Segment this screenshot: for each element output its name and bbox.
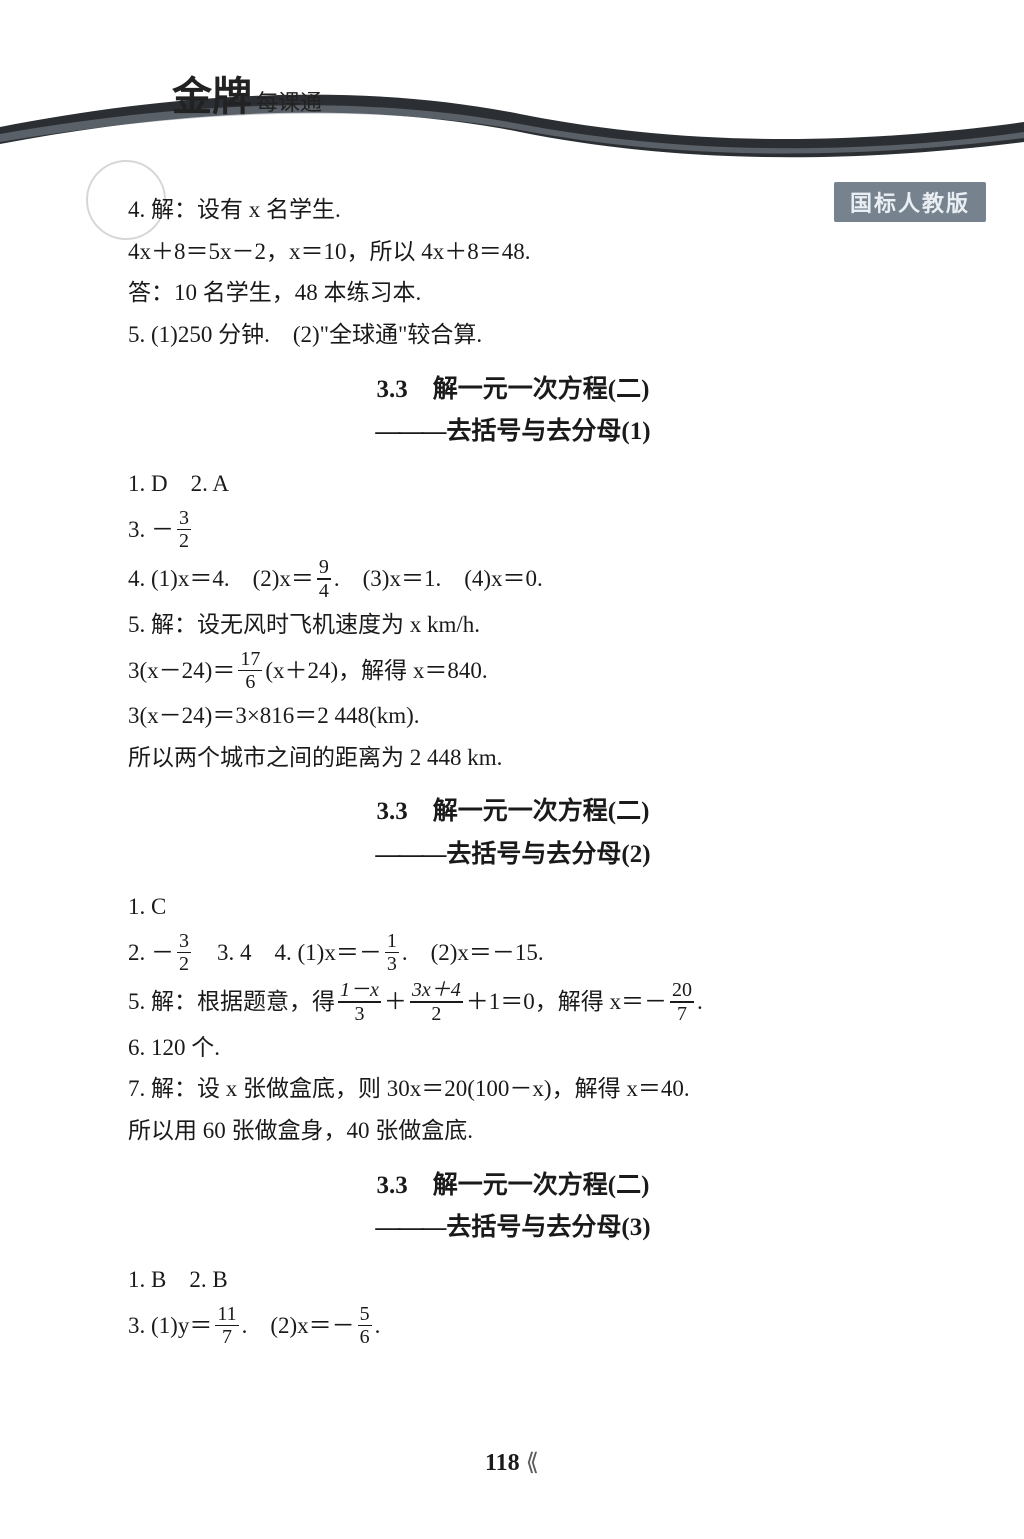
brand-main: 金牌 [172,74,252,119]
subtitle-text: 去括号与去分母(3) [446,1214,650,1241]
denominator: 4 [317,581,331,601]
dash: ——— [375,1214,444,1241]
numerator: 20 [670,980,694,1000]
denominator: 7 [675,1004,689,1024]
line: 所以两个城市之间的距离为 2 448 km. [128,740,898,776]
chevron-icon: ⟪ [526,1450,539,1476]
denominator: 2 [429,1004,443,1024]
denominator: 7 [220,1327,234,1347]
text: . [697,984,703,1020]
text: . (3)x＝1. (4)x＝0. [334,561,543,597]
brand-title: 金牌每课通 [172,64,322,122]
fraction: 3x＋4 2 [410,980,463,1024]
fraction: 32 [177,931,191,975]
page-footer: 118⟪ [0,1448,1024,1477]
text: 3. － [128,512,174,548]
text: 3. (1)y＝ [128,1308,212,1344]
line: 1. D 2. A [128,466,898,502]
section-subtitle: ———去括号与去分母(2) [128,836,898,875]
dash: ——— [375,841,444,868]
text: 1. D 2. A [128,466,229,502]
text: 答：10 名学生，48 本练习本. [128,275,421,311]
text: 7. 解：设 x 张做盒底，则 30x＝20(100－x)，解得 x＝40. [128,1071,690,1107]
fraction: 207 [670,980,694,1024]
text: 3(x－24)＝ [128,653,235,689]
page-number: 118 [485,1450,520,1476]
denominator: 6 [358,1327,372,1347]
subtitle-text: 去括号与去分母(1) [446,418,650,445]
line: 2. － 32 3. 4 4. (1)x＝－ 13 . (2)x＝－15. [128,931,898,975]
text: ＋ [384,984,407,1020]
section-subtitle: ———去括号与去分母(1) [128,413,898,452]
fraction: 176 [238,649,262,693]
text: 1. B 2. B [128,1262,228,1298]
content: 4. 解：设有 x 名学生. 4x＋8＝5x－2，x＝10，所以 4x＋8＝48… [128,186,898,1353]
line: 1. B 2. B [128,1262,898,1298]
text: 4. (1)x＝4. (2)x＝ [128,561,314,597]
denominator: 2 [177,531,191,551]
dash: ——— [375,418,444,445]
line: 4. (1)x＝4. (2)x＝ 94 . (3)x＝1. (4)x＝0. [128,557,898,601]
denominator: 3 [385,954,399,974]
text: 3(x－24)＝3×816＝2 448(km). [128,698,420,734]
line: 3. － 32 [128,508,898,552]
text: . (2)x＝－ [242,1308,355,1344]
line: 5. 解：根据题意，得 1－x3 ＋ 3x＋42 ＋1＝0，解得 x＝－ 207… [128,980,898,1024]
fraction: 56 [358,1304,372,1348]
line: 5. (1)250 分钟. (2)"全球通"较合算. [128,317,898,353]
line: 3. (1)y＝ 117 . (2)x＝－ 56 . [128,1304,898,1348]
text: 所以用 60 张做盒身，40 张做盒底. [128,1113,473,1149]
text: 5. 解：根据题意，得 [128,984,335,1020]
text: 1. C [128,889,166,925]
numerator: 1－x [338,980,381,1000]
text: . [375,1308,381,1344]
line: 4. 解：设有 x 名学生. [128,192,898,228]
line: 6. 120 个. [128,1030,898,1066]
text: 所以两个城市之间的距离为 2 448 km. [128,740,502,776]
denominator: 6 [243,672,257,692]
text: 5. 解：设无风时飞机速度为 x km/h. [128,607,480,643]
line: 7. 解：设 x 张做盒底，则 30x＝20(100－x)，解得 x＝40. [128,1071,898,1107]
numerator: 3x＋4 [410,980,463,1000]
fraction: 13 [385,931,399,975]
numerator: 11 [215,1304,238,1324]
subtitle-text: 去括号与去分母(2) [446,841,650,868]
section-title: 3.3 解一元一次方程(二) [128,371,898,410]
page-header: 金牌每课通 国标人教版 [0,72,1024,162]
numerator: 1 [385,931,399,951]
line: 4x＋8＝5x－2，x＝10，所以 4x＋8＝48. [128,234,898,270]
denominator: 3 [352,1004,366,1024]
text: 4x＋8＝5x－2，x＝10，所以 4x＋8＝48. [128,234,531,270]
text: . (2)x＝－15. [402,935,544,971]
text: 5. (1)250 分钟. (2)"全球通"较合算. [128,317,482,353]
text: 6. 120 个. [128,1030,220,1066]
text: ＋1＝0，解得 x＝－ [466,984,667,1020]
numerator: 9 [317,557,331,577]
text: (x＋24)，解得 x＝840. [265,653,487,689]
section-title: 3.3 解一元一次方程(二) [128,793,898,832]
numerator: 3 [177,931,191,951]
fraction: 94 [317,557,331,601]
page: { "meta": { "page_width": 1024, "page_he… [0,0,1024,1539]
numerator: 17 [238,649,262,669]
fraction: 32 [177,508,191,552]
numerator: 3 [177,508,191,528]
text: 4. 解：设有 x 名学生. [128,192,341,228]
fraction: 1－x3 [338,980,381,1024]
brand-sub: 每课通 [256,90,322,115]
line: 1. C [128,889,898,925]
line: 所以用 60 张做盒身，40 张做盒底. [128,1113,898,1149]
denominator: 2 [177,954,191,974]
section-subtitle: ———去括号与去分母(3) [128,1209,898,1248]
line: 3(x－24)＝3×816＝2 448(km). [128,698,898,734]
section-title: 3.3 解一元一次方程(二) [128,1167,898,1206]
text: 3. 4 4. (1)x＝－ [194,935,382,971]
header-swoosh [0,72,1024,162]
text: 2. － [128,935,174,971]
line: 答：10 名学生，48 本练习本. [128,275,898,311]
line: 3(x－24)＝ 176 (x＋24)，解得 x＝840. [128,649,898,693]
numerator: 5 [358,1304,372,1324]
fraction: 117 [215,1304,238,1348]
line: 5. 解：设无风时飞机速度为 x km/h. [128,607,898,643]
